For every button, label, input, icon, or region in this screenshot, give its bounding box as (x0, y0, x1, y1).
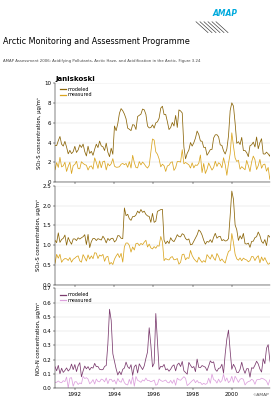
Legend: modeled, measured: modeled, measured (60, 86, 92, 98)
Text: AMAP: AMAP (213, 10, 238, 18)
Text: ©AMAP: ©AMAP (253, 393, 270, 397)
Legend: modeled, measured: modeled, measured (60, 292, 92, 304)
Y-axis label: SO₄-S concentration, μg/m³: SO₄-S concentration, μg/m³ (36, 199, 41, 271)
Text: Arctic Monitoring and Assessment Programme: Arctic Monitoring and Assessment Program… (3, 37, 190, 47)
Y-axis label: NO₃-N concentration, μg/m³: NO₃-N concentration, μg/m³ (36, 302, 41, 375)
Text: AMAP Assessment 2006: Acidifying Pollutants, Arctic Haze, and Acidification in t: AMAP Assessment 2006: Acidifying Polluta… (3, 59, 200, 62)
Text: Janiskoski: Janiskoski (55, 76, 95, 82)
Y-axis label: SO₂-S concentration, μg/m³: SO₂-S concentration, μg/m³ (37, 97, 42, 169)
